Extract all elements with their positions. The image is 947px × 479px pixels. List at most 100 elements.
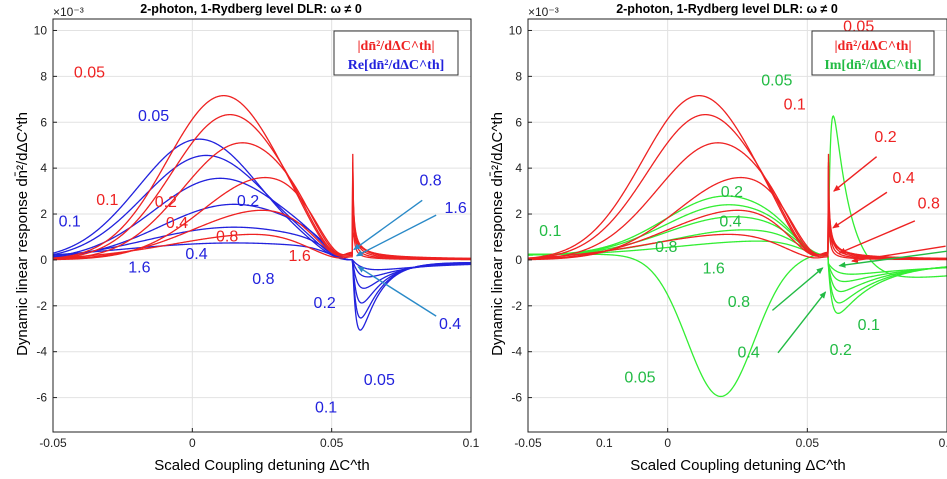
curve-label: 0.4: [893, 170, 915, 187]
annotation-arrow: [838, 220, 916, 254]
left-chart-title: 2-photon, 1-Rydberg level DLR: ω ≠ 0: [140, 2, 362, 16]
x-tick-label: 0.1: [596, 436, 613, 450]
curve-label: 0.8: [655, 239, 677, 256]
series-line-abs-0p2: [53, 142, 471, 260]
curve-label: 0.8: [216, 229, 238, 246]
x-tick-label: 0.05: [320, 436, 344, 450]
x-tick-label: 0.05: [796, 436, 820, 450]
right-y-axis-label: Dynamic linear response dn̄²/dΔC^th: [489, 112, 506, 356]
right-legend-im: Im[dn̄²/dΔC^th]: [824, 58, 921, 73]
curve-label: 0.05: [761, 73, 792, 90]
left-legend-box: [333, 30, 459, 76]
series-line-abs-0p1: [528, 113, 947, 260]
curve-label: 0.8: [728, 294, 750, 311]
curve-label: 0.8: [918, 195, 940, 212]
curve-label: 0.05: [138, 108, 169, 125]
annotation-arrow: [832, 191, 888, 229]
curve-label: 1.6: [128, 260, 150, 277]
curve-label: 0.4: [185, 246, 207, 263]
series-line-Im-0p1: [528, 195, 947, 314]
right-exponent-label: ×10⁻³: [528, 5, 559, 19]
series-line-Re-1p6: [53, 242, 471, 271]
left-legend: |dn̄²/dΔC^th| Re[dn̄²/dΔC^th]: [333, 30, 459, 76]
series-line-abs-0p1: [53, 113, 471, 260]
y-tick-label: 10: [509, 23, 523, 37]
y-tick-label: 4: [515, 161, 522, 175]
curve-label: 0.2: [874, 129, 896, 146]
curve-label: 0.1: [59, 214, 81, 231]
x-tick-label: 0: [189, 436, 196, 450]
annotation-arrow: [851, 245, 946, 264]
curve-label: 0.05: [364, 372, 395, 389]
right-chart: 2-photon, 1-Rydberg level DLR: ω ≠ 0 ×10…: [489, 2, 947, 474]
curve-label: 0.2: [314, 295, 336, 312]
right-chart-title: 2-photon, 1-Rydberg level DLR: ω ≠ 0: [616, 2, 838, 16]
x-tick-label: 0: [664, 436, 671, 450]
y-tick-label: -4: [511, 345, 522, 359]
curve-label: 0.2: [721, 184, 743, 201]
left-y-axis-label: Dynamic linear response dn̄²/dΔC^th: [14, 112, 31, 356]
annotation-arrow: [838, 250, 947, 268]
axes-frame: [52, 18, 472, 433]
left-x-axis-label: Scaled Coupling detuning ΔC^th: [154, 457, 370, 474]
y-tick-label: 2: [515, 207, 522, 221]
curve-label: 0.4: [738, 344, 760, 361]
y-tick-label: 4: [40, 161, 47, 175]
series-line-Re-0p4: [53, 203, 471, 289]
curve-label: 0.4: [439, 316, 461, 333]
curve-label: 0.05: [74, 65, 105, 82]
curve-label: 0.8: [419, 172, 441, 189]
y-tick-label: 0: [40, 253, 47, 267]
y-tick-label: 6: [515, 115, 522, 129]
curve-label: 0.2: [155, 194, 177, 211]
curve-label: 1.6: [445, 200, 467, 217]
curve-label: 0.2: [830, 342, 852, 359]
annotation-arrow: [353, 199, 423, 251]
y-tick-label: 8: [515, 69, 522, 83]
left-chart: 2-photon, 1-Rydberg level DLR: ω ≠ 0 ×10…: [14, 2, 613, 474]
curve-label: 0.4: [166, 215, 188, 232]
curve-label: 0.05: [624, 370, 655, 387]
y-tick-label: -2: [36, 299, 47, 313]
x-tick-label: 0.1: [463, 436, 480, 450]
y-tick-label: 8: [40, 69, 47, 83]
series-group: [53, 94, 471, 331]
annotation-arrow: [833, 156, 878, 192]
x-tick-label: -0.05: [39, 436, 67, 450]
curve-label: 0.1: [858, 317, 880, 334]
series-line-abs-0p2: [528, 142, 947, 260]
y-tick-label: -6: [511, 391, 522, 405]
series-line-Re-0p8: [53, 226, 471, 278]
left-legend-re: Re[dn̄²/dΔC^th]: [348, 58, 445, 73]
x-tick-label: 0.1: [939, 436, 947, 450]
axes-frame: [527, 18, 947, 433]
curve-label: 0.1: [315, 399, 337, 416]
right-plot-area: -0.05 0 0.05 0.1 0.1 -6 -4 -2 0 2 4 6 8 10 0.05 0.1 0.2 0…: [509, 18, 947, 450]
curve-label: 0.1: [96, 192, 118, 209]
right-legend: |dn̄²/dΔC^th| Im[dn̄²/dΔC^th]: [811, 30, 935, 76]
annotation-arrow: [355, 214, 437, 257]
y-tick-label: -6: [36, 391, 47, 405]
plot-background: [53, 19, 471, 432]
curve-label: 0.1: [784, 97, 806, 114]
left-exponent-label: ×10⁻³: [53, 5, 84, 19]
right-x-axis-label: Scaled Coupling detuning ΔC^th: [630, 457, 846, 474]
right-legend-box: [811, 30, 935, 76]
series-line-Im-0p05: [528, 114, 947, 398]
series-line-Im-0p4: [528, 216, 947, 293]
left-legend-abs: |dn̄²/dΔC^th|: [357, 39, 434, 54]
right-legend-abs: |dn̄²/dΔC^th|: [834, 39, 911, 54]
curve-label: 0.1: [539, 223, 561, 240]
y-tick-label: 2: [40, 207, 47, 221]
y-tick-label: -2: [511, 299, 522, 313]
x-tick-label: -0.05: [514, 436, 542, 450]
curve-label: 1.6: [703, 261, 725, 278]
y-tick-label: 10: [34, 23, 48, 37]
series-line-abs-1p6: [53, 232, 471, 259]
annotation-arrow: [771, 267, 824, 311]
left-plot-area: -0.05 0 0.05 0.1 0.1 -6 -4 -2 0 2 4 6 8 10 0.05 0.1 0.2 0…: [34, 18, 613, 450]
curve-label: 0.2: [237, 193, 259, 210]
y-tick-label: -4: [36, 345, 47, 359]
curve-label: 0.4: [719, 214, 741, 231]
